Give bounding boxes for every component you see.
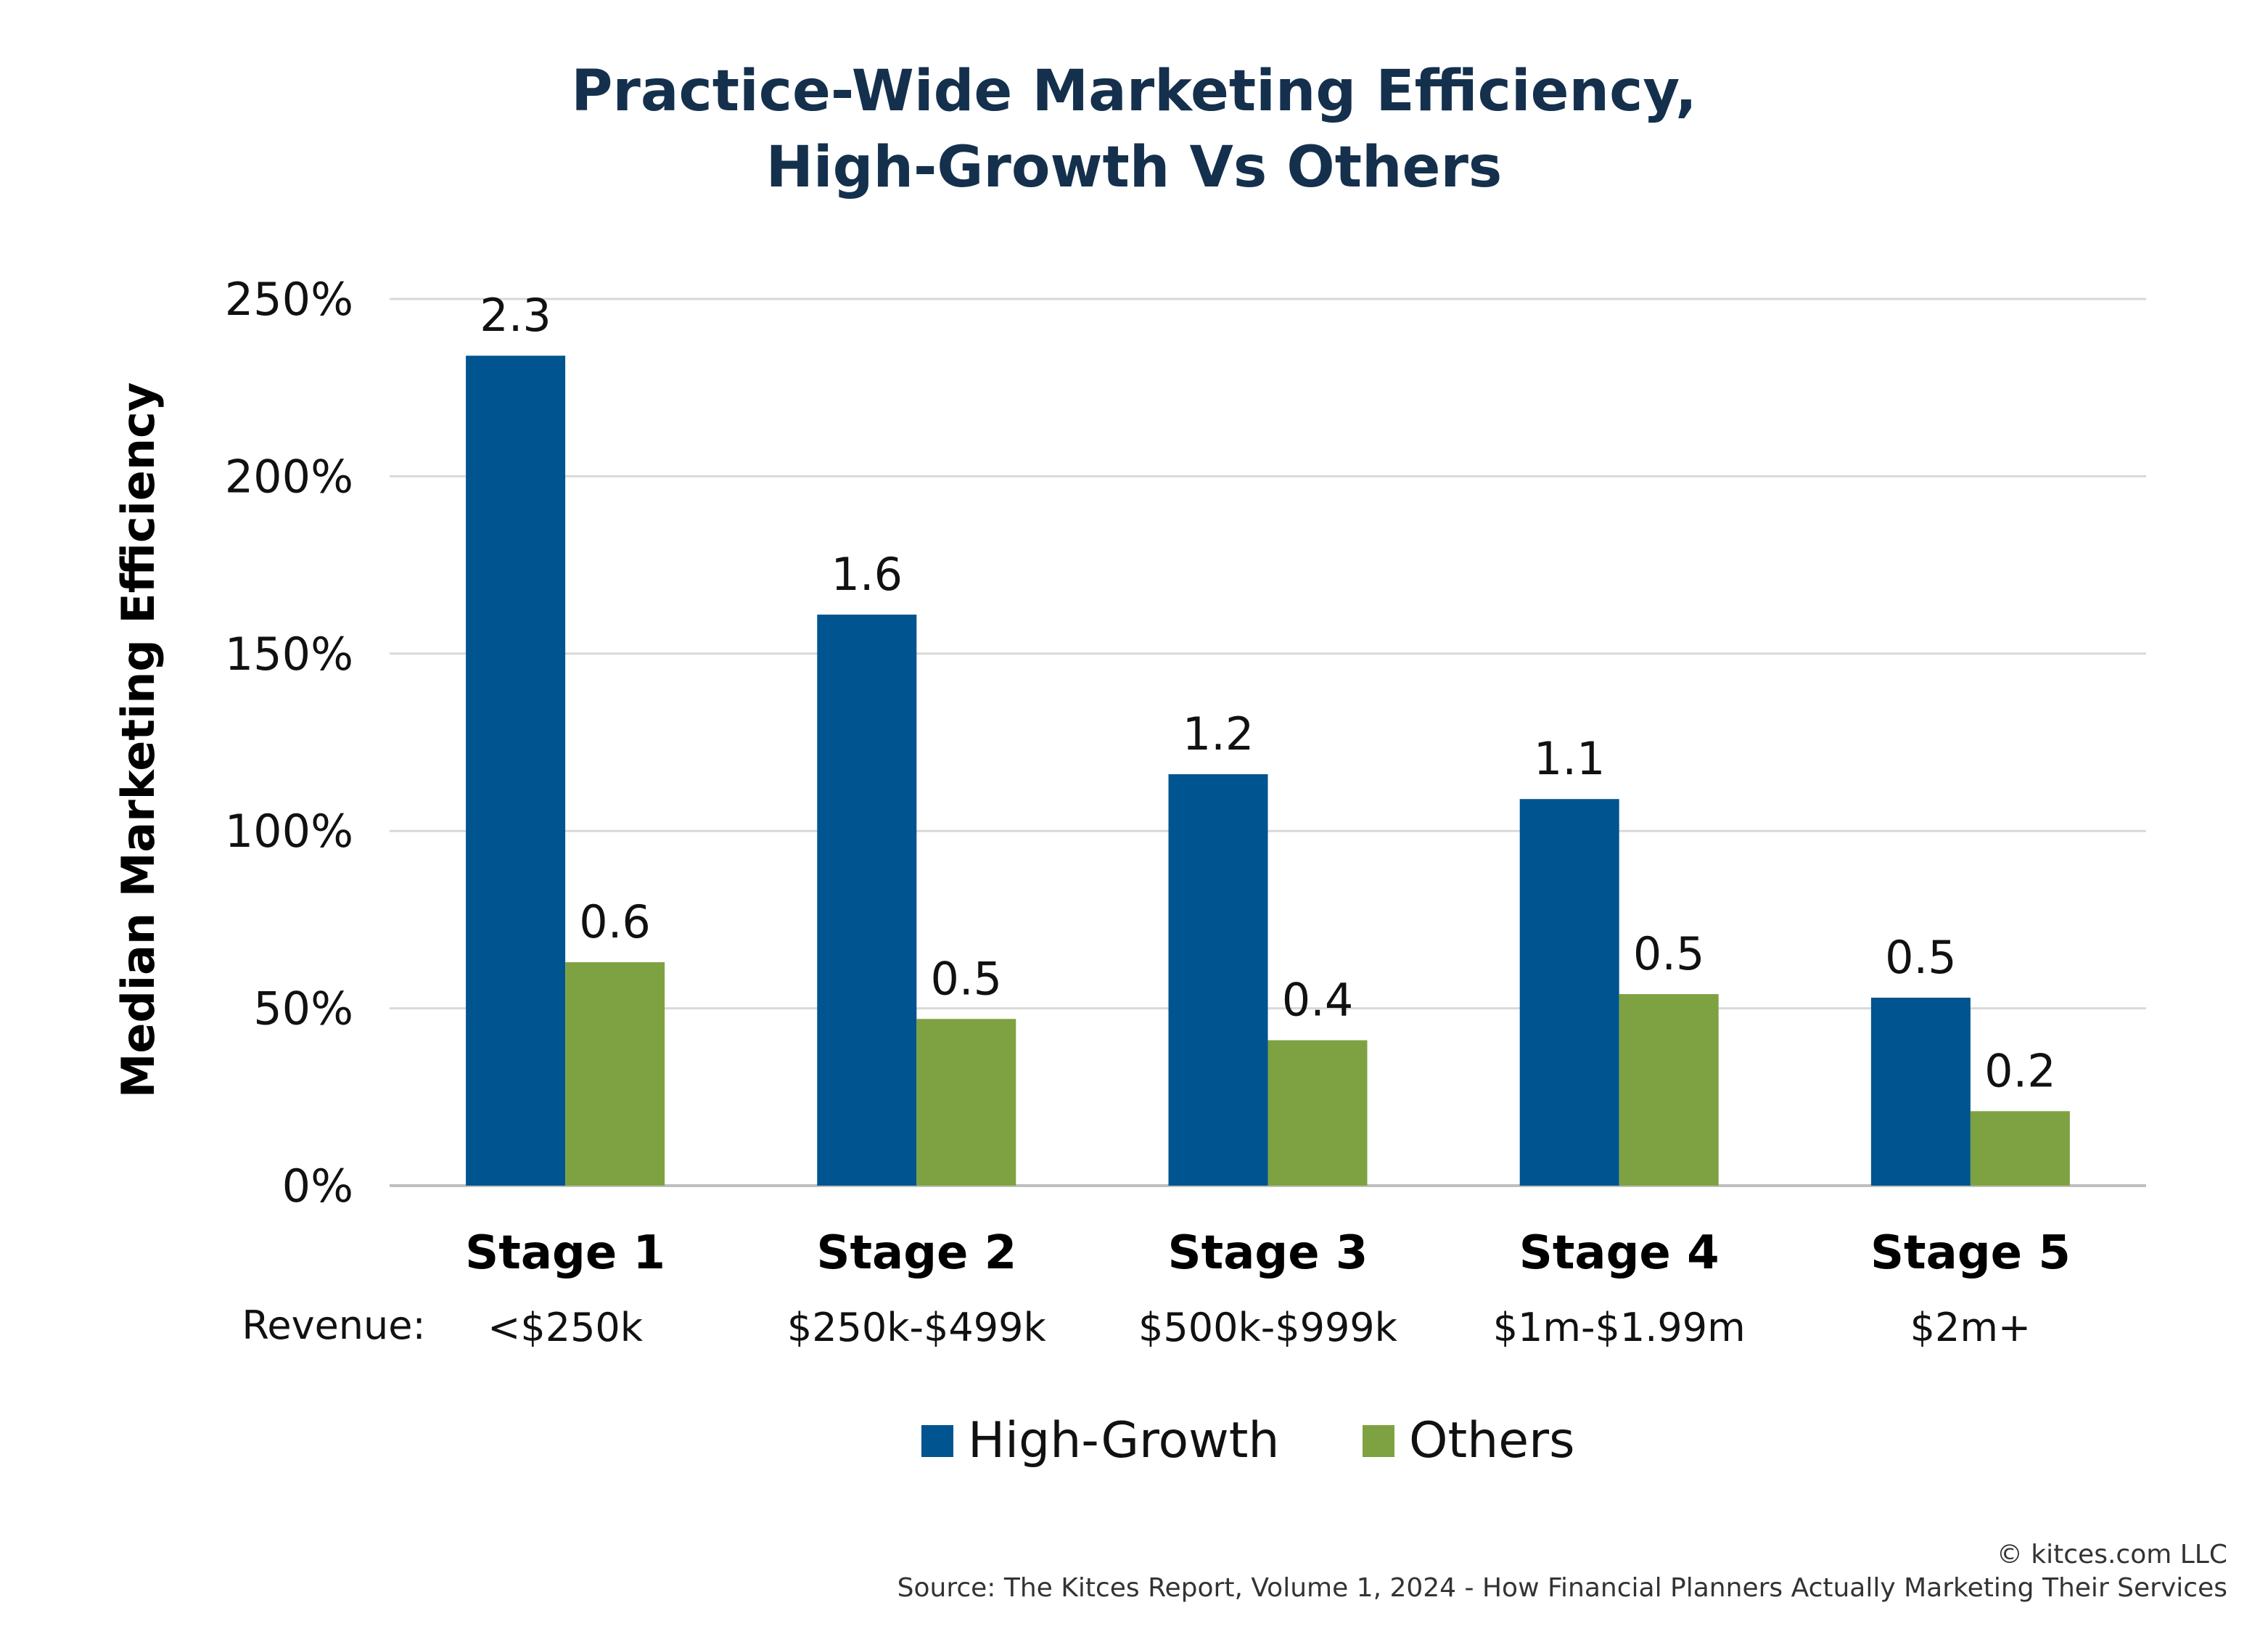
y-tick-label: 250% [225,273,353,326]
revenue-labels: <$250k $250k-$499k $500k-$999k $1m-$1.99m $2… [488,1305,2031,1350]
chart-title-line-2: High-Growth Vs Others [766,135,1503,200]
bar-others-3 [1267,1040,1368,1186]
data-label: 1.6 [831,548,903,601]
bar-others-5 [1970,1111,2070,1186]
data-label: 1.2 [1183,707,1254,760]
revenue-label: $500k-$999k [1138,1305,1398,1350]
data-label: 0.2 [1984,1044,2056,1097]
y-axis-label: Median Marketing Efficiency [112,382,165,1099]
category-label: Stage 4 [1519,1226,1720,1280]
category-label: Stage 5 [1870,1226,2071,1280]
chart-title-line-1: Practice-Wide Marketing Efficiency, [571,59,1696,124]
legend: High-Growth Others [921,1412,1575,1469]
bar-high-growth-5 [1870,997,1971,1186]
legend-label: High-Growth [968,1412,1279,1469]
bar-high-growth-3 [1168,774,1268,1186]
data-label: 0.4 [1282,974,1354,1027]
y-tick-label: 100% [225,805,353,858]
category-label: Stage 1 [465,1226,665,1280]
bar-others-1 [565,962,665,1186]
data-label: 0.5 [1633,927,1705,980]
data-label: 0.5 [1885,931,1957,984]
bar-high-growth-4 [1519,799,1619,1186]
category-label: Stage 2 [816,1226,1016,1280]
legend-swatch [1363,1425,1394,1457]
data-labels: 2.3 0.6 1.6 0.5 1.2 0.4 1.1 0.5 0.5 0.2 [480,289,2055,1097]
data-label: 2.3 [480,289,551,342]
revenue-label: $2m+ [1910,1305,2031,1350]
bar-others-2 [916,1019,1016,1186]
category-label: Stage 3 [1168,1226,1368,1280]
revenue-label: $250k-$499k [787,1305,1047,1350]
legend-label: Others [1409,1412,1575,1469]
y-tick-label: 150% [225,628,353,681]
revenue-label: <$250k [488,1305,644,1350]
revenue-label: $1m-$1.99m [1493,1305,1746,1350]
data-label: 0.5 [930,952,1002,1005]
y-tick-labels: 0% 50% 100% 150% 200% 250% [225,273,353,1212]
data-label: 0.6 [579,895,651,948]
y-tick-label: 0% [282,1160,353,1212]
revenue-prefix: Revenue: [242,1302,425,1348]
bar-high-growth-1 [466,356,566,1186]
y-tick-label: 50% [253,982,353,1035]
bar-others-4 [1619,994,1719,1186]
bar-high-growth-2 [817,615,917,1186]
data-label: 1.1 [1534,732,1606,785]
legend-swatch [921,1425,953,1457]
category-labels: Stage 1 Stage 2 Stage 3 Stage 4 Stage 5 [465,1226,2071,1280]
copyright-text: © kitces.com LLC [1997,1540,2227,1569]
bars [466,356,2070,1186]
source-text: Source: The Kitces Report, Volume 1, 202… [897,1573,2227,1603]
y-tick-label: 200% [225,450,353,503]
